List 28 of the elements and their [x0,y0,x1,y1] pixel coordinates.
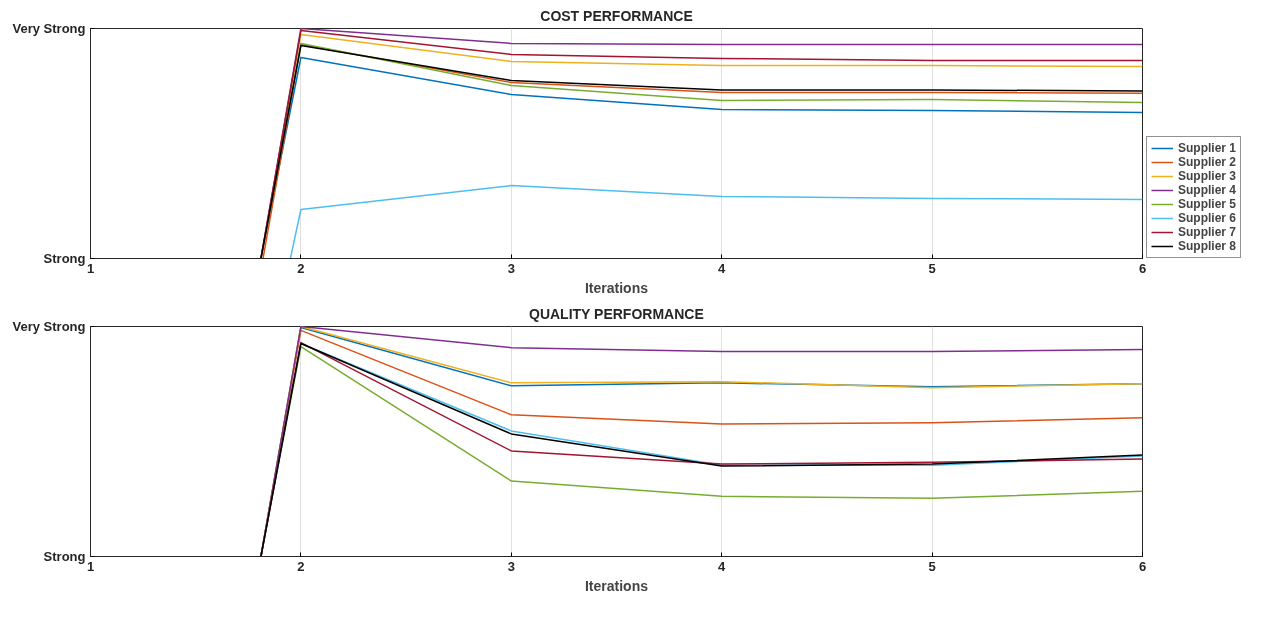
x-tick-label: 4 [718,260,727,276]
legend-label: Supplier 1 [1178,141,1237,155]
x-axis-title: Iterations [584,279,649,296]
x-tick-label: 3 [507,260,515,276]
x-tick-label: 1 [86,260,95,276]
text: Strong [43,251,86,266]
x-tick-label: 1 [86,558,95,574]
x-tick-label: 2 [297,260,305,276]
legend-label: Supplier 8 [1178,239,1237,253]
x-tick-label: 2 [297,558,305,574]
x-tick-label: 5 [928,558,936,574]
chart-title: COST PERFORMANCE [540,7,693,24]
legend-label: Supplier 7 [1178,225,1237,239]
x-tick-label: 6 [1138,558,1147,574]
chart-title: QUALITY PERFORMANCE [529,305,704,322]
legend-label: Supplier 4 [1178,183,1237,197]
legend-label: Supplier 3 [1178,169,1237,183]
x-tick-label: 5 [928,260,936,276]
text: Very Strong [12,21,86,36]
x-axis-title: Iterations [584,577,649,594]
legend-label: Supplier 2 [1178,155,1237,169]
x-tick-label: 6 [1138,260,1147,276]
x-tick-label: 3 [507,558,515,574]
legend-label: Supplier 5 [1178,197,1237,211]
x-tick-label: 4 [718,558,727,574]
legend-label: Supplier 6 [1178,211,1237,225]
text: Strong [43,549,86,564]
text: Very Strong [12,319,86,334]
